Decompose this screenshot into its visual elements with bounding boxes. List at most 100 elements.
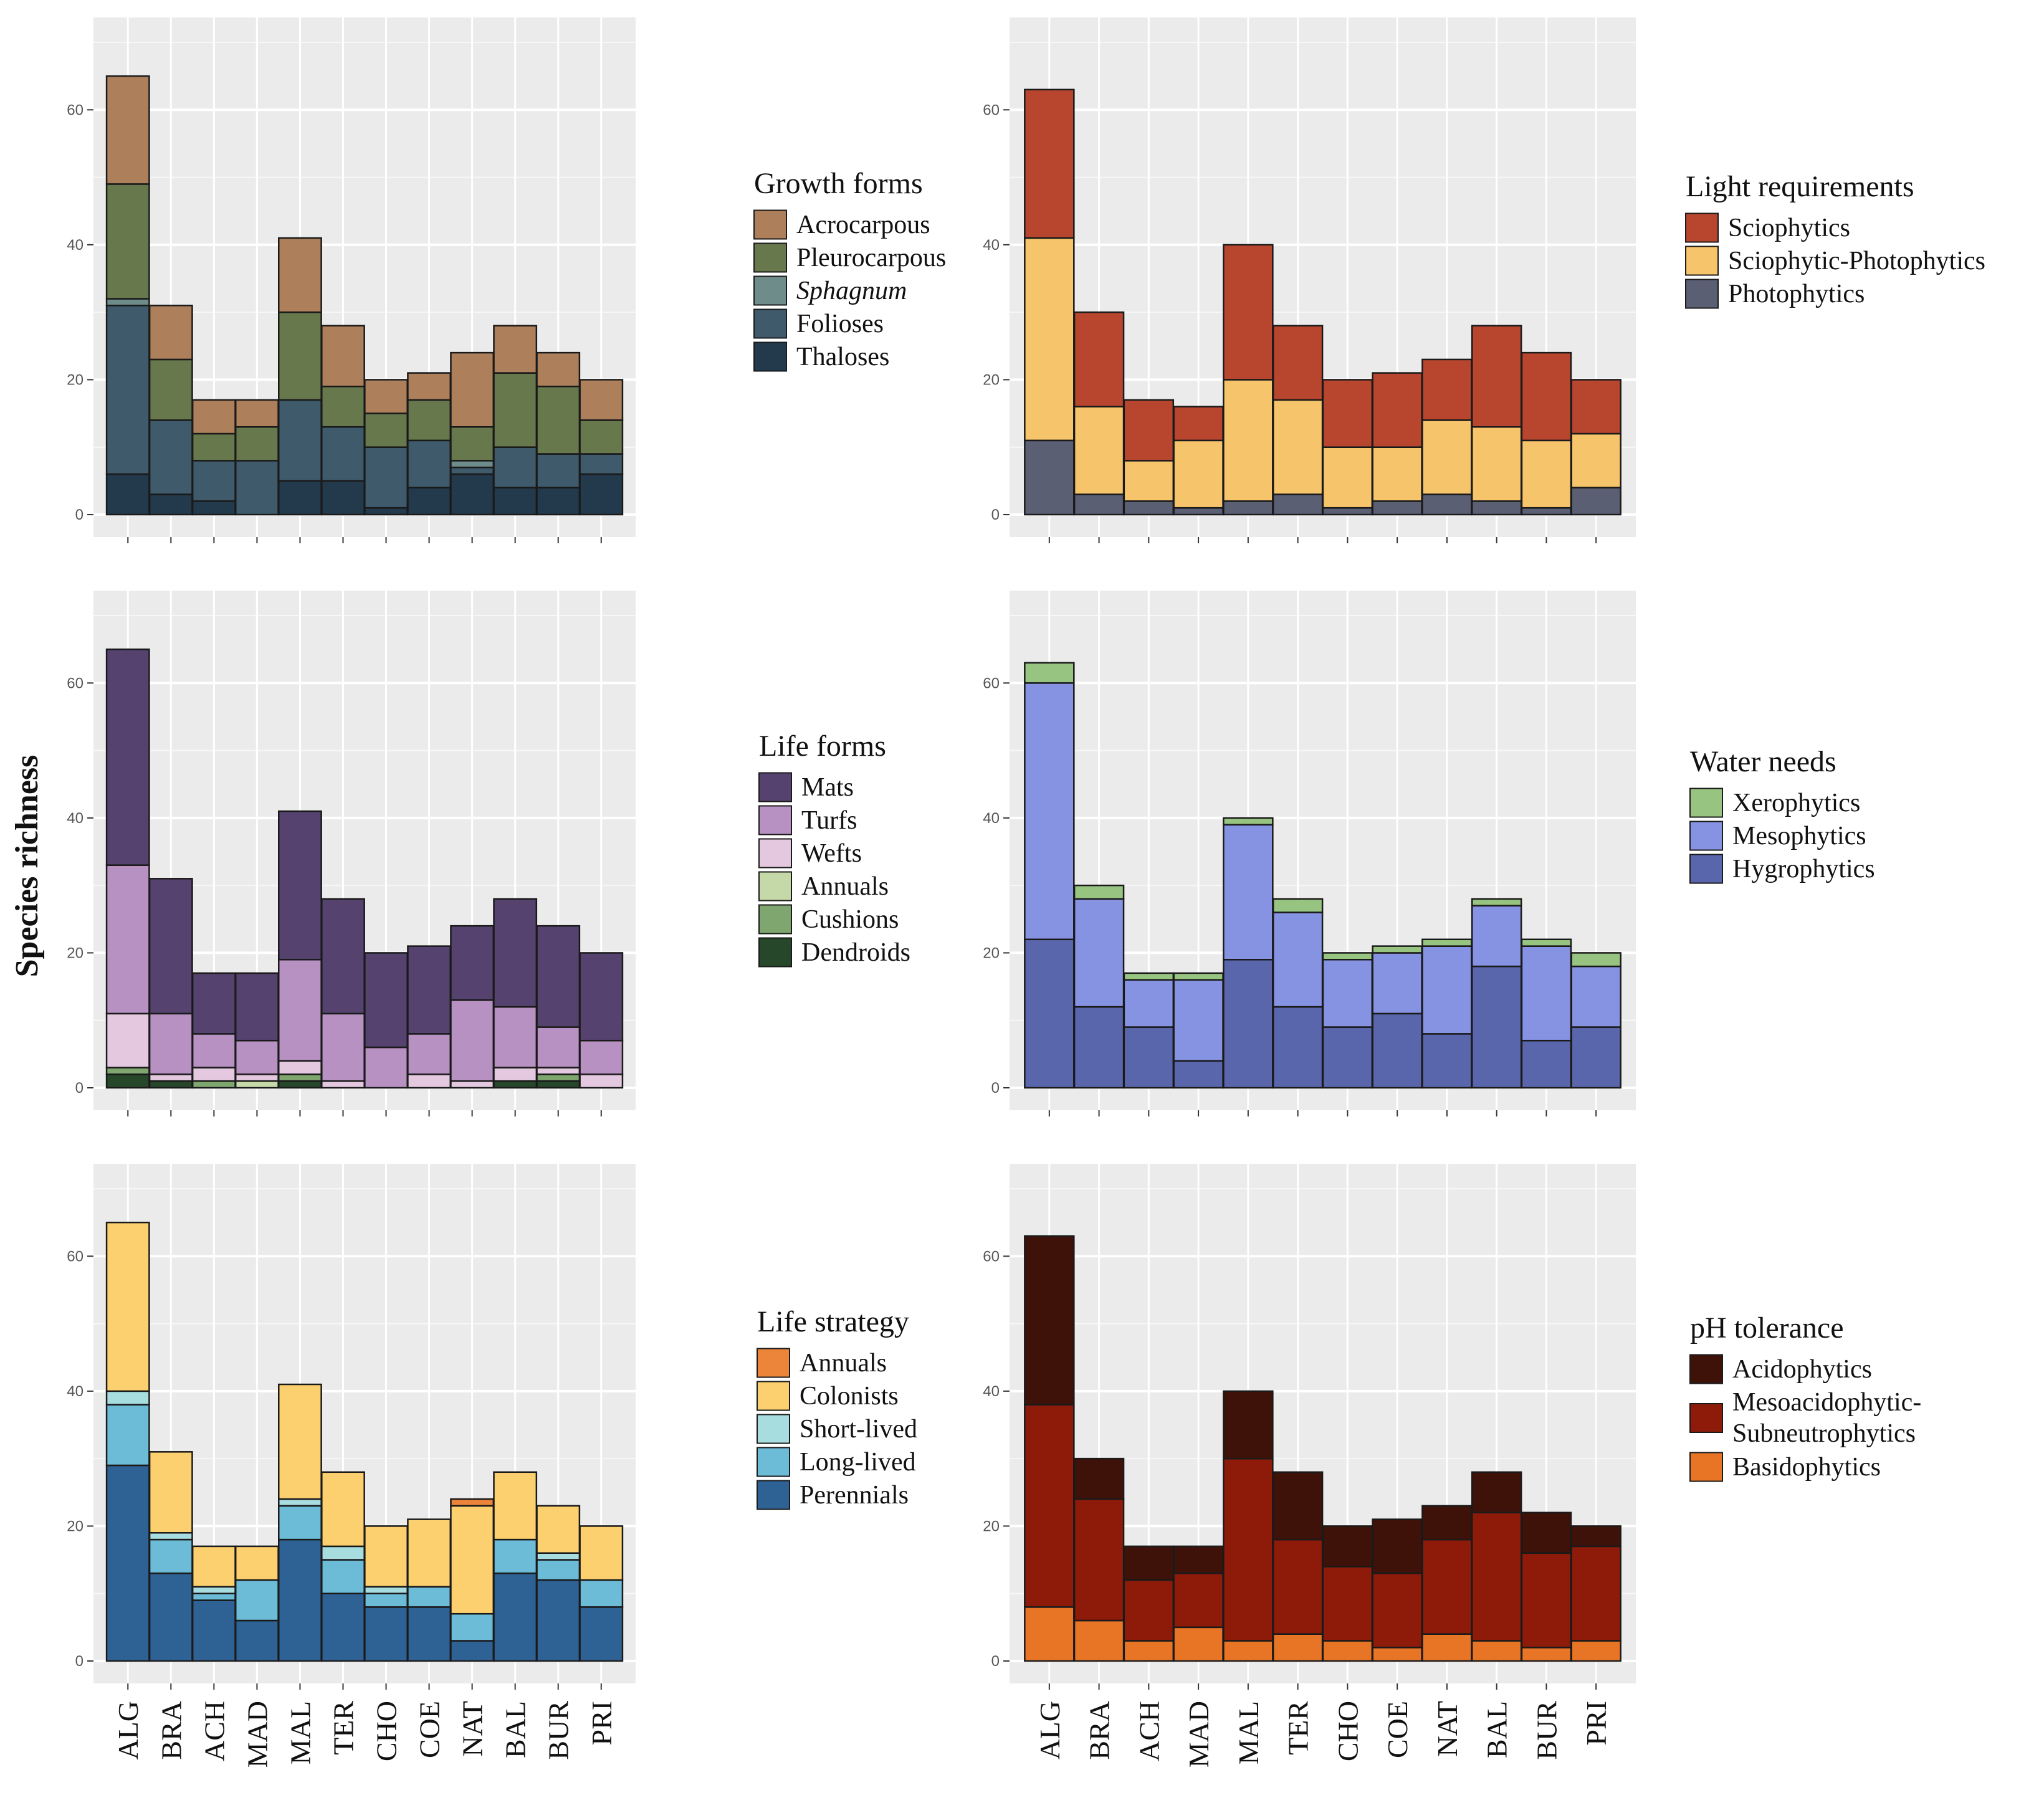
x-tick-label: BUR [1531, 1701, 1562, 1760]
bar-mesophytics-bra [1073, 898, 1125, 1008]
legend-key-mesoacidophytic-subneutrophytics [1689, 1403, 1723, 1433]
x-tick-label: TER [327, 1701, 359, 1755]
legend-label-basidophytics: Basidophytics [1732, 1453, 1881, 1482]
legend-key-xerophytics [1689, 788, 1723, 818]
x-tick-label: MAD [1183, 1701, 1215, 1768]
bar-acidophytics-bur [1521, 1511, 1572, 1554]
bar-acidophytics-coe [1372, 1518, 1423, 1574]
chart-life-forms: 0 20 40 60 Life forms Mats Turfs Wefts Annuals Cu… [67, 591, 910, 1116]
bar-perennials-mad [234, 1619, 279, 1662]
bar-colonists-bal [493, 1471, 538, 1541]
bar-acrocarpous-bur [536, 351, 581, 388]
bar-mesophytics-coe [1372, 952, 1423, 1015]
bar-basidophytics-bur [1521, 1647, 1572, 1662]
bar-wefts-bur [536, 1067, 581, 1075]
bar-hygrophytics-mad [1173, 1060, 1224, 1089]
bar-cushions-mal [278, 1073, 322, 1082]
bar-long-lived-bra [148, 1538, 193, 1574]
bar-acidophytics-cho [1322, 1525, 1373, 1568]
y-tick-label: 20 [983, 945, 1000, 961]
bar-turfs-cho [364, 1046, 408, 1089]
y-tick-label: 20 [67, 945, 84, 961]
y-axis-label: Species richness [9, 755, 45, 978]
bar-perennials-ach [191, 1599, 236, 1662]
bar-thaloses-pri [579, 473, 624, 516]
bars [105, 648, 624, 1089]
bar-pleurocarpous-ach [191, 432, 236, 462]
bar-thaloses-cho [364, 507, 408, 516]
legend-key-acidophytics [1689, 1354, 1723, 1384]
bar-pleurocarpous-coe [407, 399, 452, 442]
bar-pleurocarpous-bal [493, 372, 538, 448]
bar-hygrophytics-coe [1372, 1012, 1423, 1089]
bar-mats-mal [278, 810, 322, 961]
legend-label-cushions: Cushions [801, 905, 899, 934]
bar-basidophytics-ter [1272, 1633, 1324, 1662]
y-tick-label: 60 [983, 1248, 1000, 1265]
bar-photophytics-nat [1421, 493, 1473, 516]
bar-acrocarpous-mal [278, 237, 322, 313]
bar-acidophytics-alg [1024, 1235, 1075, 1406]
bar-folioses-alg [105, 305, 150, 475]
bar-acrocarpous-alg [105, 75, 150, 185]
bar-long-lived-coe [407, 1586, 452, 1608]
bar-acrocarpous-bra [148, 305, 193, 361]
bar-wefts-nat [450, 1080, 495, 1089]
bar-sciophytics-mal [1223, 244, 1274, 381]
x-tick-label: BRA [1084, 1701, 1115, 1760]
bar-perennials-bra [148, 1572, 193, 1662]
bar-pleurocarpous-alg [105, 183, 150, 300]
y-tick-label: 20 [983, 1518, 1000, 1535]
bar-mats-pri [579, 952, 624, 1042]
bar-short-lived-bra [148, 1532, 193, 1541]
x-tick-label: BAL [500, 1701, 532, 1758]
bar-folioses-bur [536, 453, 581, 488]
bar-acrocarpous-mad [234, 399, 279, 428]
bar-acidophytics-bal [1471, 1471, 1522, 1514]
bar-folioses-ach [191, 460, 236, 502]
y-tick-label: 0 [75, 1080, 84, 1097]
bar-sciophytic-photophytics-ter [1272, 399, 1324, 495]
bar-mesoacidophytic-subneutrophytics-bal [1471, 1511, 1522, 1642]
bar-acrocarpous-ach [191, 399, 236, 435]
bar-wefts-bra [148, 1073, 193, 1082]
legend-label-hygrophytics: Hygrophytics [1732, 855, 1875, 883]
bar-wefts-alg [105, 1012, 150, 1068]
bar-sciophytic-photophytics-nat [1421, 419, 1473, 495]
bar-perennials-mal [278, 1538, 322, 1662]
bar-mesoacidophytic-subneutrophytics-bur [1521, 1552, 1572, 1649]
bar-turfs-mal [278, 959, 322, 1062]
bar-perennials-bur [536, 1579, 581, 1662]
legend-title: Water needs [1690, 745, 1836, 778]
bar-colonists-cho [364, 1525, 408, 1588]
legend-title: Life forms [759, 730, 886, 763]
bar-dendroids-bra [148, 1080, 193, 1089]
bar-sphagnum-alg [105, 298, 150, 307]
bar-colonists-ter [321, 1471, 365, 1548]
bar-sciophytic-photophytics-bur [1521, 439, 1572, 509]
bar-photophytics-coe [1372, 500, 1423, 516]
bar-basidophytics-bra [1073, 1619, 1125, 1662]
legend-key-dendroids [758, 937, 792, 968]
bar-pleurocarpous-nat [450, 426, 495, 462]
bar-mesoacidophytic-subneutrophytics-cho [1322, 1566, 1373, 1642]
bar-xerophytics-bal [1471, 898, 1522, 907]
bar-sciophytics-bra [1073, 311, 1125, 407]
legend-key-photophytics [1685, 278, 1719, 309]
x-tick-label: PRI [1580, 1701, 1612, 1746]
bar-acidophytics-mad [1173, 1545, 1224, 1574]
x-tick-label: ACH [1133, 1701, 1165, 1761]
legend-label-wefts: Wefts [801, 839, 862, 868]
y-tick-label: 0 [75, 507, 84, 523]
legend-label-folioses: Folioses [796, 310, 884, 338]
bar-thaloses-coe [407, 487, 452, 516]
bar-sciophytic-photophytics-alg [1024, 237, 1075, 442]
bar-turfs-alg [105, 864, 150, 1015]
x-tick-label: CHO [371, 1701, 403, 1761]
bar-sciophytics-nat [1421, 358, 1473, 421]
bar-mats-ach [191, 972, 236, 1035]
bar-hygrophytics-bal [1471, 965, 1522, 1089]
bar-hygrophytics-ach [1123, 1026, 1175, 1089]
x-tick-label: BAL [1481, 1701, 1513, 1758]
bar-sciophytics-cho [1322, 379, 1373, 448]
